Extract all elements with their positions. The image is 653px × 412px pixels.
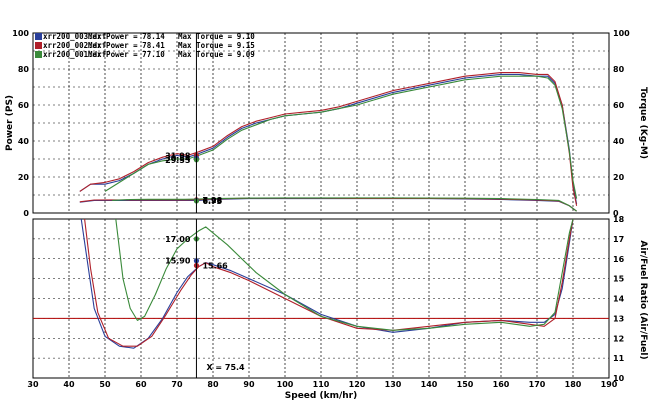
legend-swatch	[35, 33, 42, 40]
afr-axis-ticks: 10 11 12 13 14 15 16 17 18	[613, 215, 625, 383]
afr-tick-label: 11	[613, 354, 625, 363]
legend-file: xrr200_002.drf	[43, 41, 106, 50]
torque-tick-label: 100	[613, 29, 630, 38]
legend-swatch	[35, 42, 42, 49]
speed-cursor[interactable]: X = 75.4	[195, 33, 245, 378]
cursor-value-label: 30.54	[165, 154, 191, 163]
cursor-value-label: 6.73	[202, 197, 222, 206]
torque-tick-label: 40	[613, 137, 625, 146]
afr-line-xrr200_001	[115, 219, 574, 331]
x-tick-label: 120	[349, 380, 366, 389]
legend-max-torque: Max Torque = 9.15	[178, 41, 255, 50]
legend-file: xrr200_003.drf	[43, 32, 106, 41]
afr-tick-label: 16	[613, 255, 625, 264]
speed-axis-title: Speed (km/hr)	[285, 391, 357, 401]
power-line-xrr200_001	[104, 75, 578, 199]
speed-axis-ticks: 30 40 50 60 70 80 90 100 110 120 130 140 150 160 170 18…	[27, 380, 617, 389]
torque-tick-label: 0	[613, 209, 619, 218]
x-tick-label: 40	[63, 380, 75, 389]
afr-cursor-value-label: 15.66	[202, 262, 228, 271]
x-tick-label: 130	[385, 380, 402, 389]
torque-line-xrr200_001	[112, 197, 577, 212]
x-tick-label: 80	[207, 380, 219, 389]
power-torque-grid	[33, 33, 609, 213]
x-tick-label: 100	[277, 380, 294, 389]
x-tick-label: 50	[99, 380, 111, 389]
power-axis-title: Power (PS)	[5, 95, 15, 151]
x-tick-label: 160	[493, 380, 510, 389]
power-tick-label: 100	[12, 29, 29, 38]
power-line-xrr200_002	[79, 72, 578, 206]
power-torque-series	[79, 72, 578, 212]
power-tick-label: 60	[18, 101, 30, 110]
afr-tick-label: 14	[613, 295, 625, 304]
x-tick-label: 140	[421, 380, 438, 389]
afr-tick-label: 15	[613, 275, 625, 284]
power-torque-frame	[32, 32, 610, 214]
x-tick-label: 30	[27, 380, 39, 389]
legend-max-torque: Max Torque = 9.10	[178, 32, 255, 41]
afr-axis-title: Air/Fuel Ratio (Air/Fuel)	[638, 240, 648, 359]
cursor-value-label: 7.28	[202, 196, 222, 205]
legend-max-torque: Max Torque = 9.09	[178, 50, 255, 59]
afr-tick-label: 12	[613, 334, 624, 343]
afr-cursor-value-label: 15.90	[165, 257, 191, 266]
afr-tick-label: 18	[613, 215, 625, 224]
afr-series	[80, 219, 574, 349]
torque-tick-label: 60	[613, 101, 625, 110]
afr-tick-label: 10	[613, 374, 625, 383]
x-tick-label: 170	[529, 380, 546, 389]
legend-file: xrr200_001.drf	[43, 50, 106, 59]
legend-swatch	[35, 51, 42, 58]
afr-tick-label: 13	[613, 314, 624, 323]
afr-frame	[32, 218, 610, 379]
torque-tick-label: 20	[613, 173, 625, 182]
torque-axis-title: Torque (Kg-M)	[638, 87, 648, 159]
x-tick-label: 60	[135, 380, 147, 389]
cursor-readout: X = 75.4	[206, 363, 245, 372]
x-tick-label: 110	[313, 380, 330, 389]
power-axis-ticks: 0 20 40 60 80 100	[12, 29, 29, 218]
power-tick-label: 40	[18, 137, 30, 146]
legend-max-power: Max Power = 78.14	[88, 32, 165, 41]
power-tick-label: 0	[23, 209, 29, 218]
x-tick-label: 190	[601, 380, 618, 389]
afr-line-xrr200_003	[80, 219, 574, 349]
torque-tick-label: 80	[613, 65, 625, 74]
afr-tick-label: 17	[613, 235, 624, 244]
power-tick-label: 80	[18, 65, 30, 74]
afr-cursor-value-label: 17.00	[165, 235, 191, 244]
x-tick-label: 150	[457, 380, 474, 389]
legend-max-power: Max Power = 78.41	[88, 41, 165, 50]
torque-axis-ticks: 0 20 40 60 80 100	[613, 29, 630, 218]
legend-max-power: Max Power = 77.10	[88, 50, 165, 59]
cursor-value-label: 29.55	[165, 156, 191, 165]
power-tick-label: 20	[18, 173, 30, 182]
x-tick-label: 70	[171, 380, 183, 389]
cursor-value-label: 31.98	[165, 151, 191, 160]
cursor-value-label: 6.96	[202, 196, 222, 205]
x-tick-label: 180	[565, 380, 582, 389]
x-tick-label: 90	[243, 380, 255, 389]
